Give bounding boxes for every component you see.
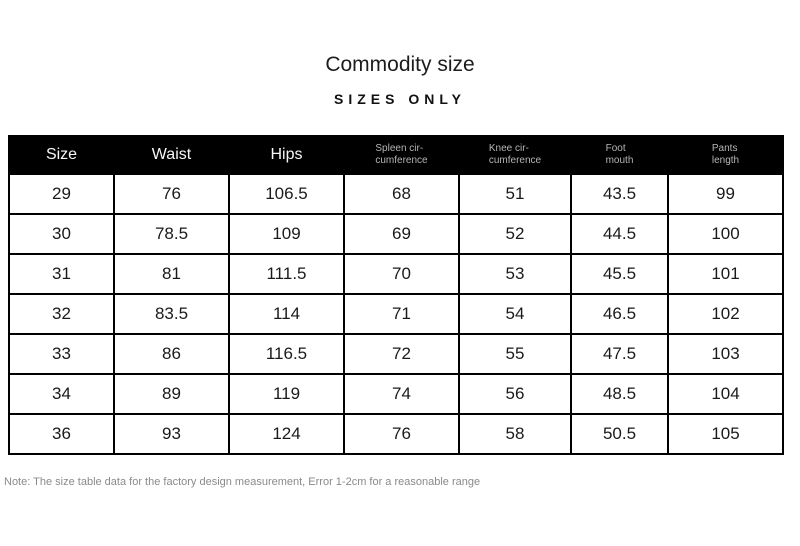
table-cell: 48.5 — [570, 373, 669, 415]
size-table-header: Size Waist Hips Spleen cir- cumference K… — [8, 135, 784, 175]
table-cell: 29 — [8, 173, 115, 215]
footnote: Note: The size table data for the factor… — [4, 476, 481, 488]
column-header-label: Size — [45, 146, 78, 163]
column-header-label-line1: Pants — [711, 143, 738, 154]
column-header-waist: Waist — [113, 135, 230, 175]
table-cell: 45.5 — [570, 253, 669, 295]
table-cell: 114 — [228, 293, 345, 335]
table-cell: 52 — [458, 213, 572, 255]
column-header-label-line2: mouth — [605, 155, 634, 166]
column-header-label: Hips — [270, 146, 303, 163]
table-cell: 53 — [458, 253, 572, 295]
table-cell: 50.5 — [570, 413, 669, 455]
table-cell: 116.5 — [228, 333, 345, 375]
table-cell: 51 — [458, 173, 572, 215]
table-cell: 99 — [667, 173, 784, 215]
table-cell: 56 — [458, 373, 572, 415]
column-header-size: Size — [8, 135, 115, 175]
table-cell: 76 — [343, 413, 460, 455]
page-title: Commodity size — [325, 53, 475, 76]
column-header-label-line2: cumference — [375, 155, 428, 166]
table-cell: 105 — [667, 413, 784, 455]
table-cell: 71 — [343, 293, 460, 335]
table-cell: 106.5 — [228, 173, 345, 215]
table-cell: 81 — [113, 253, 230, 295]
table-cell: 30 — [8, 213, 115, 255]
table-cell: 93 — [113, 413, 230, 455]
column-header-pants-length: Pants length — [667, 135, 784, 175]
table-cell: 44.5 — [570, 213, 669, 255]
table-cell: 72 — [343, 333, 460, 375]
table-cell: 31 — [8, 253, 115, 295]
table-cell: 83.5 — [113, 293, 230, 335]
table-cell: 124 — [228, 413, 345, 455]
table-cell: 34 — [8, 373, 115, 415]
table-cell: 46.5 — [570, 293, 669, 335]
size-table-body: 29 76 106.5 68 51 43.5 99 30 78.5 109 69 52 44.5 100 3… — [8, 173, 784, 455]
table-cell: 69 — [343, 213, 460, 255]
table-cell: 33 — [8, 333, 115, 375]
column-header-knee-circumference: Knee cir- cumference — [458, 135, 572, 175]
table-row: 32 83.5 114 71 54 46.5 102 — [8, 293, 784, 335]
table-cell: 101 — [667, 253, 784, 295]
table-row: 34 89 119 74 56 48.5 104 — [8, 373, 784, 415]
table-cell: 68 — [343, 173, 460, 215]
table-cell: 103 — [667, 333, 784, 375]
column-header-label-line2: cumference — [488, 155, 542, 166]
table-cell: 43.5 — [570, 173, 669, 215]
table-cell: 55 — [458, 333, 572, 375]
table-cell: 89 — [113, 373, 230, 415]
table-cell: 86 — [113, 333, 230, 375]
table-row: 33 86 116.5 72 55 47.5 103 — [8, 333, 784, 375]
column-header-label-line2: length — [711, 155, 740, 166]
table-cell: 58 — [458, 413, 572, 455]
column-header-label: Waist — [151, 146, 192, 163]
table-cell: 76 — [113, 173, 230, 215]
table-cell: 100 — [667, 213, 784, 255]
table-cell: 119 — [228, 373, 345, 415]
table-cell: 47.5 — [570, 333, 669, 375]
table-cell: 70 — [343, 253, 460, 295]
column-header-hips: Hips — [228, 135, 345, 175]
column-header-label-line1: Knee cir- — [488, 143, 529, 154]
size-table: Size Waist Hips Spleen cir- cumference K… — [8, 135, 784, 455]
table-cell: 36 — [8, 413, 115, 455]
table-cell: 74 — [343, 373, 460, 415]
table-row: 31 81 111.5 70 53 45.5 101 — [8, 253, 784, 295]
column-header-spleen-circumference: Spleen cir- cumference — [343, 135, 460, 175]
table-cell: 104 — [667, 373, 784, 415]
page-subtitle: SIZES ONLY — [334, 91, 466, 107]
column-header-foot-mouth: Foot mouth — [570, 135, 669, 175]
table-cell: 109 — [228, 213, 345, 255]
table-cell: 78.5 — [113, 213, 230, 255]
table-row: 29 76 106.5 68 51 43.5 99 — [8, 173, 784, 215]
table-cell: 54 — [458, 293, 572, 335]
header-row: Size Waist Hips Spleen cir- cumference K… — [8, 135, 784, 175]
column-header-label-line1: Spleen cir- — [375, 143, 424, 154]
table-cell: 111.5 — [228, 253, 345, 295]
column-header-label-line1: Foot — [605, 143, 626, 154]
table-cell: 32 — [8, 293, 115, 335]
table-cell: 102 — [667, 293, 784, 335]
table-row: 30 78.5 109 69 52 44.5 100 — [8, 213, 784, 255]
table-row: 36 93 124 76 58 50.5 105 — [8, 413, 784, 455]
